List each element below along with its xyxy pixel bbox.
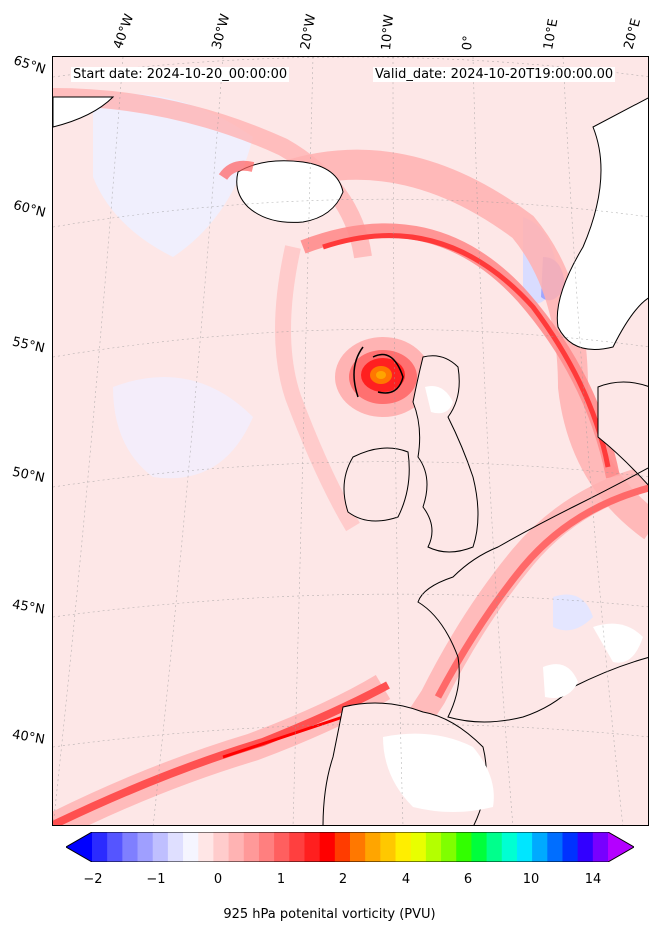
lat-label-40n: 40°N (10, 727, 46, 748)
colorbar-tick: 2 (338, 872, 348, 887)
colorbar-tick: −2 (83, 872, 103, 887)
lon-label-20w: 20°W (298, 13, 320, 52)
lat-label-45n: 45°N (10, 597, 46, 618)
lat-label-55n: 55°N (10, 334, 47, 357)
colorbar-swatch (319, 832, 336, 862)
colorbar-swatch (274, 832, 290, 862)
colorbar-swatch (243, 832, 260, 862)
colorbar-swatch (258, 832, 275, 862)
lon-label-40w: 40°W (110, 12, 138, 51)
lon-label-20e: 20°E (621, 16, 645, 51)
colorbar-swatch (92, 832, 108, 862)
colorbar-tick: 1 (276, 872, 286, 887)
lon-label-30w: 30°W (209, 12, 234, 51)
colorbar-swatch (592, 832, 609, 862)
colorbar-swatch (152, 832, 169, 862)
colorbar-swatch (228, 832, 245, 862)
colorbar-swatch (289, 832, 305, 862)
colorbar-swatch (395, 832, 412, 862)
colorbar (66, 832, 634, 862)
colorbar-swatch (486, 832, 503, 862)
map-panel: Start date: 2024-10-20_00:00:00 Valid_da… (52, 56, 649, 826)
colorbar-swatch (183, 832, 199, 862)
colorbar-swatch (122, 832, 139, 862)
colorbar-swatch (501, 832, 518, 862)
colorbar-swatch (198, 832, 214, 862)
colorbar-swatch (471, 832, 488, 862)
colorbar-swatch (532, 832, 548, 862)
colorbar-swatch (577, 832, 594, 862)
colorbar-swatch (547, 832, 563, 862)
colorbar-swatch (456, 832, 472, 862)
colorbar-swatch (213, 832, 230, 862)
colorbar-swatch (137, 832, 154, 862)
colorbar-tick: 4 (401, 872, 411, 887)
lon-label-10e: 10°E (541, 17, 562, 52)
colorbar-min-extension (66, 832, 92, 862)
potential-vorticity-map (53, 57, 648, 825)
colorbar-max-extension (608, 832, 634, 862)
lon-label-0: 0° (460, 34, 477, 51)
lat-label-65n: 65°N (11, 53, 48, 78)
start-date-label: Start date: 2024-10-20_00:00:00 (71, 67, 290, 82)
colorbar-tick: 6 (463, 872, 473, 887)
colorbar-swatch (304, 832, 321, 862)
colorbar-swatch (365, 832, 381, 862)
colorbar-tick: 0 (213, 872, 223, 887)
colorbar-tick: −1 (146, 872, 166, 887)
colorbar-swatch (334, 832, 351, 862)
colorbar-swatch (167, 832, 184, 862)
colorbar-swatch (410, 832, 427, 862)
colorbar-swatch (562, 832, 579, 862)
colorbar-tick: 14 (584, 872, 602, 887)
colorbar-swatch (107, 832, 123, 862)
valid-date-label: Valid_date: 2024-10-20T19:00:00.00 (373, 67, 616, 82)
colorbar-label: 925 hPa potenital vorticity (PVU) (223, 907, 436, 922)
colorbar-swatch (350, 832, 366, 862)
lon-label-10w: 10°W (379, 13, 398, 51)
lat-label-50n: 50°N (10, 464, 46, 487)
colorbar-swatch (516, 832, 533, 862)
colorbar-tick: 10 (522, 872, 540, 887)
colorbar-swatch (441, 832, 457, 862)
colorbar-swatch (425, 832, 442, 862)
lat-label-60n: 60°N (11, 198, 48, 221)
colorbar-swatch (380, 832, 397, 862)
